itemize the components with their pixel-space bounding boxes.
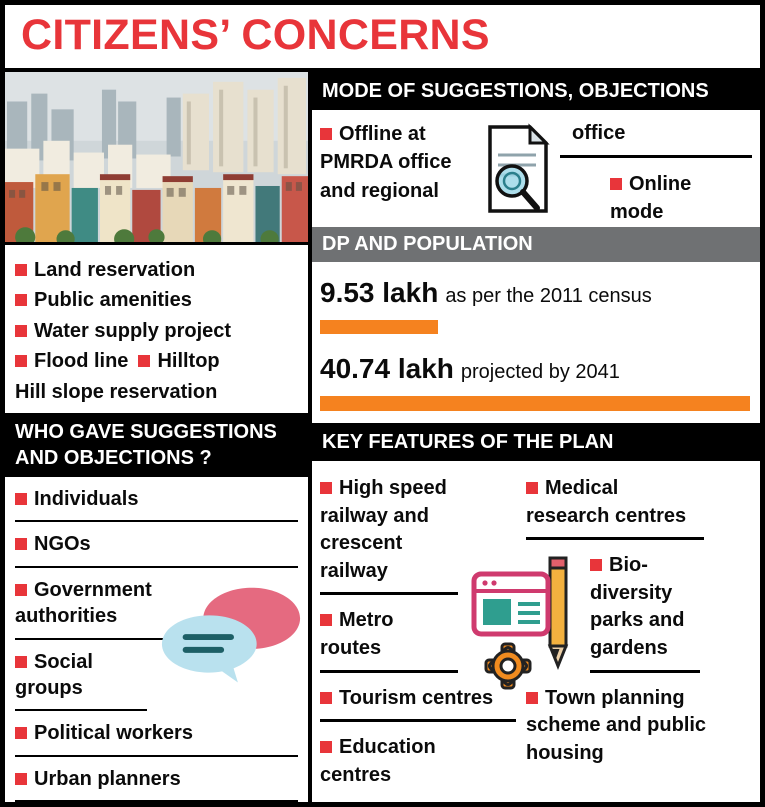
online-label: Online mode [610, 173, 692, 224]
city-skyline-illustration [5, 72, 308, 242]
list-item: Metro routes [320, 607, 458, 673]
list-item: Hill slope reservation [15, 377, 298, 407]
list-item: Political workers [15, 711, 298, 757]
list-item: Flood line Hilltop [15, 346, 298, 376]
who-label: Social groups [15, 650, 93, 699]
feature-label: Education centres [320, 736, 436, 786]
title-bar: CITIZENS’ CONCERNS [5, 5, 760, 72]
right-column: MODE OF SUGGESTIONS, OBJECTIONS Offline … [312, 72, 760, 802]
content: Land reservation Public amenities Water … [5, 72, 760, 802]
page-title: CITIZENS’ CONCERNS [21, 11, 490, 59]
list-item: NGOs [15, 522, 298, 568]
list-item: Tourism centres [320, 685, 516, 723]
concern-label: Public amenities [34, 289, 192, 312]
list-item: Public amenities [15, 285, 298, 315]
planning-tools-icon [470, 547, 580, 701]
population-projected: 40.74 lakh projected by 2041 [320, 351, 750, 386]
red-bullet-icon [138, 355, 151, 368]
red-bullet-icon [526, 482, 538, 494]
red-bullet-icon [320, 614, 332, 627]
who-section-header: WHO GAVE SUGGESTIONS AND OBJECTIONS ? [5, 412, 308, 477]
red-bullet-icon [320, 128, 332, 140]
who-label: Government authorities [15, 578, 152, 628]
mode-right: office Online mode [560, 120, 752, 227]
population-bar-projected [320, 396, 750, 411]
feature-label: High speed railway and crescent railway [320, 477, 447, 582]
mode-section: Offline at PMRDA office and regional [312, 110, 760, 227]
features-right-column: Medical research centres Bio-diversity p… [526, 475, 750, 802]
population-current-note: as per the 2011 census [445, 285, 652, 307]
features-section-header: KEY FEATURES OF THE PLAN [312, 423, 760, 461]
population-bar-current [320, 320, 438, 334]
left-column: Land reservation Public amenities Water … [5, 72, 312, 802]
feature-label: Metro routes [320, 609, 394, 659]
red-bullet-icon [15, 294, 27, 307]
feature-label: Town planning scheme and public housing [526, 686, 707, 764]
red-bullet-icon [15, 324, 27, 337]
red-bullet-icon [15, 772, 27, 785]
concern-label: Flood line [34, 350, 129, 373]
list-item: Town planning scheme and public housing [526, 685, 718, 775]
red-bullet-icon [15, 492, 27, 505]
feature-label: Bio-diversity parks and gardens [590, 554, 685, 659]
online-item: Online mode [610, 170, 716, 227]
concern-label: Hilltop [157, 350, 220, 373]
concern-label: Water supply project [34, 319, 232, 342]
concerns-list: Land reservation Public amenities Water … [5, 245, 308, 413]
document-magnifier-icon [474, 122, 558, 216]
chat-bubbles-icon [158, 581, 306, 703]
list-item: Social groups [15, 640, 147, 712]
red-bullet-icon [320, 691, 332, 704]
offline-label: Offline at PMRDA office and regional [320, 123, 452, 202]
population-current: 9.53 lakh as per the 2011 census [320, 275, 750, 310]
population-projected-note: projected by 2041 [460, 361, 620, 383]
dp-section: 9.53 lakh as per the 2011 census 40.74 la… [312, 262, 760, 423]
list-item: Water supply project [15, 316, 298, 346]
offline-item: Offline at PMRDA office and regional [320, 120, 472, 227]
list-item: High speed railway and crescent railway [320, 475, 458, 596]
list-item: Government authorities [15, 568, 183, 640]
who-list: Individuals NGOs Government authorities … [5, 477, 308, 802]
red-bullet-icon [15, 583, 27, 596]
list-item: Education centres [320, 734, 458, 796]
red-bullet-icon [320, 482, 332, 494]
population-projected-value: 40.74 lakh [320, 353, 454, 384]
red-bullet-icon [15, 655, 27, 668]
red-bullet-icon [15, 727, 27, 740]
who-label: Political workers [34, 722, 193, 745]
red-bullet-icon [590, 559, 602, 572]
city-skyline-photo [5, 72, 308, 245]
list-item: Bio-diversity parks and gardens [590, 552, 700, 673]
feature-label: Medical research centres [526, 477, 687, 527]
features-left-column: High speed railway and crescent railway … [320, 475, 520, 802]
who-label: Urban planners [34, 767, 181, 790]
red-bullet-icon [15, 264, 27, 276]
list-item: Land reservation [15, 255, 298, 285]
mode-section-header: MODE OF SUGGESTIONS, OBJECTIONS [312, 72, 760, 110]
red-bullet-icon [610, 178, 622, 190]
who-label: Individuals [34, 487, 139, 510]
red-bullet-icon [15, 355, 27, 368]
list-item: Urban planners [15, 757, 298, 802]
red-bullet-icon [526, 691, 538, 704]
list-item: Medical research centres [526, 475, 704, 541]
offline-continuation: office [560, 120, 752, 158]
features-section: High speed railway and crescent railway … [312, 461, 760, 802]
who-label: NGOs [34, 533, 91, 556]
red-bullet-icon [320, 741, 332, 754]
population-current-value: 9.53 lakh [320, 277, 439, 308]
feature-label: Tourism centres [339, 686, 494, 709]
concern-label: Hill slope reservation [15, 380, 218, 403]
red-bullet-icon [15, 538, 27, 551]
list-item: Individuals [15, 477, 298, 523]
dp-section-header: DP AND POPULATION [312, 227, 760, 262]
concern-label: Land reservation [34, 259, 196, 281]
